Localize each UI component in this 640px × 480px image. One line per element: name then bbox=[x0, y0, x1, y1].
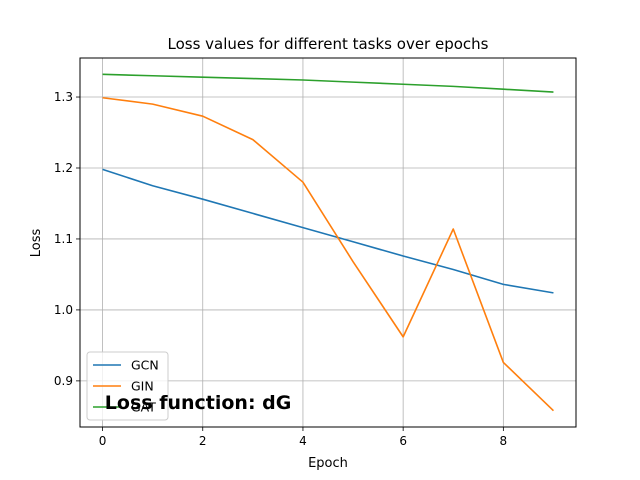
y-tick-label: 1.0 bbox=[54, 303, 73, 317]
series-line-gin bbox=[102, 96, 555, 412]
plot-frame bbox=[79, 57, 577, 428]
x-axis-label: Epoch bbox=[308, 456, 348, 471]
grid bbox=[80, 58, 576, 427]
series-line-gcn bbox=[102, 168, 554, 294]
x-tick-label: 4 bbox=[299, 434, 307, 448]
loss-function-annotation: Loss function: dG bbox=[105, 392, 292, 414]
axis-ticks: 0 2 4 6 8 0.9 1.0 1.1 1.2 1.3 bbox=[54, 90, 507, 448]
x-tick-label: 0 bbox=[99, 434, 107, 448]
legend-label-gin: GIN bbox=[131, 379, 154, 394]
x-tick-label: 6 bbox=[399, 434, 407, 448]
x-tick-label: 8 bbox=[500, 434, 508, 448]
y-tick-label: 0.9 bbox=[54, 374, 73, 388]
legend-box bbox=[86, 351, 169, 421]
y-tick-label: 1.2 bbox=[54, 161, 73, 175]
x-tick-label: 2 bbox=[199, 434, 207, 448]
legend: GCN GIN GAT bbox=[86, 351, 169, 421]
legend-label-gat: GAT bbox=[131, 400, 156, 415]
legend-label-gcn: GCN bbox=[131, 358, 159, 373]
series-line-gat bbox=[102, 73, 554, 93]
y-tick-label: 1.3 bbox=[54, 90, 73, 104]
series-lines bbox=[102, 73, 555, 412]
y-tick-label: 1.1 bbox=[54, 232, 73, 246]
chart-title: Loss values for different tasks over epo… bbox=[168, 35, 489, 53]
y-axis-label: Loss bbox=[29, 229, 44, 258]
